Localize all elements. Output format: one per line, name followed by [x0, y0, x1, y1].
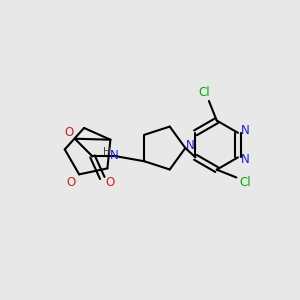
Text: N: N	[186, 139, 195, 152]
Text: O: O	[67, 176, 76, 189]
Text: N: N	[241, 153, 249, 166]
Text: Cl: Cl	[239, 176, 251, 189]
Text: O: O	[106, 176, 115, 189]
Text: O: O	[64, 126, 74, 139]
Text: Cl: Cl	[198, 85, 210, 99]
Text: N: N	[110, 149, 118, 162]
Text: H: H	[103, 148, 111, 158]
Text: N: N	[241, 124, 249, 137]
